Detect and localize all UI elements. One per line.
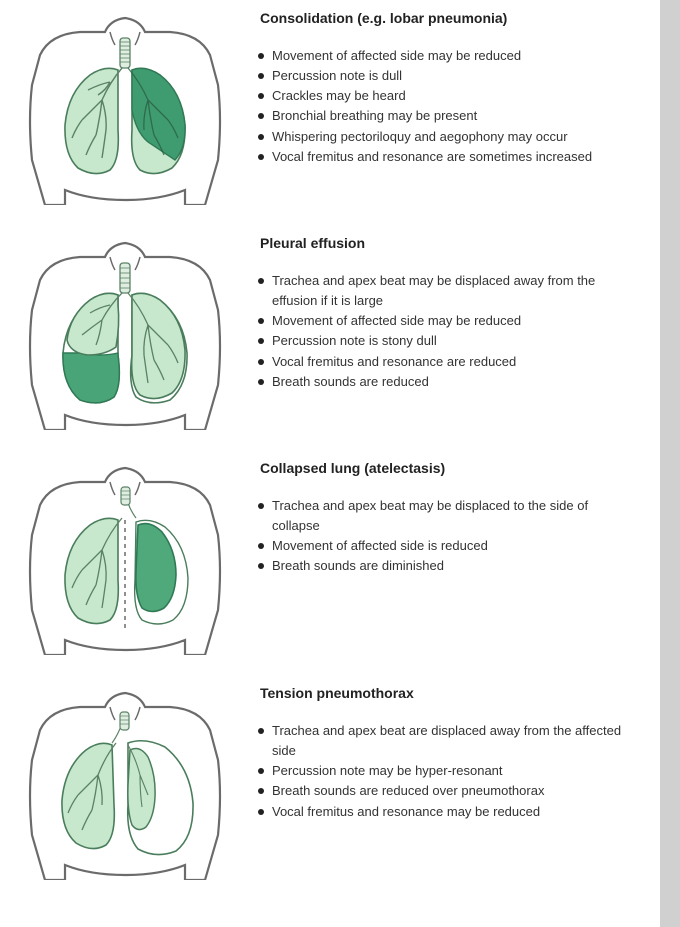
bullet: Movement of affected side is reduced (258, 536, 638, 556)
illustration-consolidation (10, 10, 240, 205)
bullet: Bronchial breathing may be present (258, 106, 638, 126)
content-consolidation: Consolidation (e.g. lobar pneumonia) Mov… (240, 10, 638, 167)
section-pleural-effusion: Pleural effusion Trachea and apex beat m… (10, 235, 638, 430)
content-collapsed-lung: Collapsed lung (atelectasis) Trachea and… (240, 460, 638, 577)
illustration-collapsed-lung (10, 460, 240, 655)
bullet: Movement of affected side may be reduced (258, 46, 638, 66)
section-collapsed-lung: Collapsed lung (atelectasis) Trachea and… (10, 460, 638, 655)
bullet: Percussion note may be hyper-resonant (258, 761, 638, 781)
bullet: Trachea and apex beat may be displaced a… (258, 271, 638, 311)
heading-pleural-effusion: Pleural effusion (260, 235, 638, 251)
section-tension-pneumothorax: Tension pneumothorax Trachea and apex be… (10, 685, 638, 880)
heading-collapsed-lung: Collapsed lung (atelectasis) (260, 460, 638, 476)
content-tension-pneumothorax: Tension pneumothorax Trachea and apex be… (240, 685, 638, 822)
bullet: Vocal fremitus and resonance are reduced (258, 352, 638, 372)
bullet: Crackles may be heard (258, 86, 638, 106)
bullet: Percussion note is stony dull (258, 331, 638, 351)
bullet: Breath sounds are diminished (258, 556, 638, 576)
bullet: Vocal fremitus and resonance are sometim… (258, 147, 638, 167)
heading-tension-pneumothorax: Tension pneumothorax (260, 685, 638, 701)
content-pleural-effusion: Pleural effusion Trachea and apex beat m… (240, 235, 638, 392)
bullets-pleural-effusion: Trachea and apex beat may be displaced a… (258, 271, 638, 392)
bullets-tension-pneumothorax: Trachea and apex beat are displaced away… (258, 721, 638, 822)
bullet: Breath sounds are reduced (258, 372, 638, 392)
section-consolidation: Consolidation (e.g. lobar pneumonia) Mov… (10, 10, 638, 205)
illustration-pleural-effusion (10, 235, 240, 430)
bullet: Breath sounds are reduced over pneumotho… (258, 781, 638, 801)
bullet: Vocal fremitus and resonance may be redu… (258, 802, 638, 822)
heading-consolidation: Consolidation (e.g. lobar pneumonia) (260, 10, 638, 26)
bullets-consolidation: Movement of affected side may be reduced… (258, 46, 638, 167)
bullet: Whispering pectoriloquy and aegophony ma… (258, 127, 638, 147)
bullets-collapsed-lung: Trachea and apex beat may be displaced t… (258, 496, 638, 577)
illustration-tension-pneumothorax (10, 685, 240, 880)
page: Consolidation (e.g. lobar pneumonia) Mov… (0, 0, 660, 927)
bullet: Percussion note is dull (258, 66, 638, 86)
bullet: Movement of affected side may be reduced (258, 311, 638, 331)
bullet: Trachea and apex beat are displaced away… (258, 721, 638, 761)
bullet: Trachea and apex beat may be displaced t… (258, 496, 638, 536)
